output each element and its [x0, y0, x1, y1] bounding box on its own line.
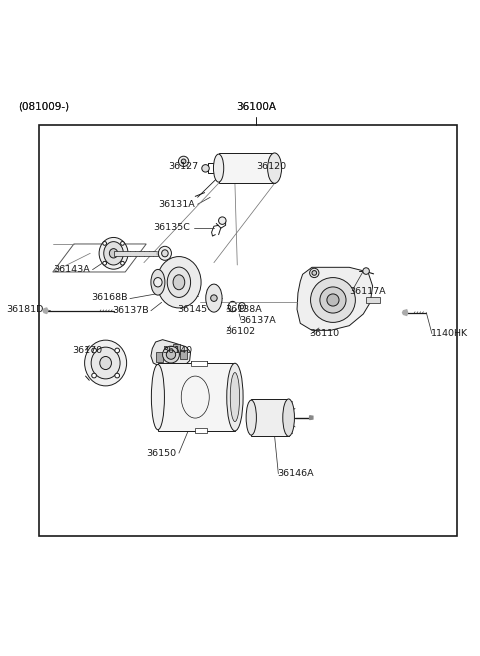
- Ellipse shape: [230, 373, 240, 422]
- Circle shape: [240, 305, 244, 309]
- Text: (081009-): (081009-): [18, 101, 69, 112]
- Bar: [114, 251, 158, 256]
- Text: 36100A: 36100A: [236, 102, 276, 112]
- Circle shape: [181, 159, 186, 164]
- Bar: [158, 363, 235, 431]
- Ellipse shape: [154, 277, 162, 287]
- Ellipse shape: [206, 284, 222, 312]
- Circle shape: [163, 346, 180, 363]
- Ellipse shape: [100, 356, 111, 369]
- Polygon shape: [151, 340, 191, 369]
- Ellipse shape: [268, 153, 282, 183]
- Bar: [173, 344, 180, 354]
- Bar: [218, 153, 275, 183]
- Ellipse shape: [151, 365, 165, 430]
- Circle shape: [115, 348, 120, 353]
- Ellipse shape: [151, 270, 165, 295]
- Text: 36120: 36120: [256, 163, 286, 171]
- Ellipse shape: [84, 340, 127, 386]
- Ellipse shape: [214, 154, 224, 182]
- Ellipse shape: [227, 363, 243, 431]
- Circle shape: [166, 350, 176, 359]
- Ellipse shape: [109, 249, 118, 258]
- Text: 36181D: 36181D: [6, 305, 44, 314]
- Circle shape: [115, 373, 120, 378]
- Circle shape: [311, 277, 355, 322]
- Bar: [180, 350, 187, 359]
- Ellipse shape: [104, 241, 123, 265]
- Text: 36145: 36145: [177, 305, 207, 314]
- Circle shape: [202, 165, 209, 172]
- Text: 36135C: 36135C: [154, 223, 191, 232]
- Ellipse shape: [246, 400, 256, 435]
- Text: (081009-): (081009-): [18, 101, 69, 112]
- Text: 36137A: 36137A: [240, 316, 276, 325]
- Text: 36127: 36127: [168, 163, 199, 171]
- Text: 36140: 36140: [163, 346, 192, 355]
- Circle shape: [312, 270, 317, 276]
- Bar: [39, 125, 456, 536]
- Circle shape: [320, 287, 346, 313]
- Circle shape: [211, 295, 217, 301]
- Ellipse shape: [99, 237, 128, 269]
- Text: 36168B: 36168B: [91, 293, 128, 302]
- Ellipse shape: [283, 399, 294, 436]
- Ellipse shape: [167, 267, 191, 297]
- Text: 36131A: 36131A: [158, 200, 195, 209]
- Polygon shape: [43, 308, 48, 314]
- Circle shape: [92, 348, 96, 353]
- Polygon shape: [157, 252, 163, 255]
- Circle shape: [218, 217, 226, 224]
- Circle shape: [120, 241, 124, 245]
- Text: 36170: 36170: [72, 346, 102, 355]
- Bar: [191, 361, 207, 366]
- Text: 36138A: 36138A: [226, 305, 263, 314]
- Text: 36137B: 36137B: [112, 306, 149, 315]
- Circle shape: [363, 268, 370, 274]
- Bar: [164, 346, 171, 356]
- Ellipse shape: [157, 256, 201, 308]
- Polygon shape: [297, 267, 372, 331]
- Text: 36150: 36150: [146, 449, 177, 458]
- Bar: [251, 399, 288, 436]
- Circle shape: [179, 156, 189, 167]
- Text: 36110: 36110: [310, 329, 340, 338]
- Ellipse shape: [91, 347, 120, 379]
- Polygon shape: [310, 416, 313, 419]
- Text: 1140HK: 1140HK: [431, 329, 468, 338]
- Ellipse shape: [173, 275, 185, 290]
- Bar: [195, 428, 207, 433]
- Text: 36146A: 36146A: [277, 469, 313, 478]
- Bar: [366, 297, 380, 303]
- Text: 36102: 36102: [226, 327, 256, 337]
- Circle shape: [92, 373, 96, 378]
- Text: 36143A: 36143A: [53, 265, 90, 274]
- Circle shape: [310, 268, 319, 277]
- Circle shape: [103, 241, 107, 245]
- Polygon shape: [403, 310, 408, 316]
- Ellipse shape: [158, 246, 171, 260]
- Bar: [156, 352, 163, 361]
- Text: 36100A: 36100A: [236, 102, 276, 112]
- Circle shape: [103, 261, 107, 265]
- Circle shape: [327, 294, 339, 306]
- Text: 36117A: 36117A: [349, 287, 386, 296]
- Circle shape: [120, 261, 124, 265]
- Ellipse shape: [162, 250, 168, 256]
